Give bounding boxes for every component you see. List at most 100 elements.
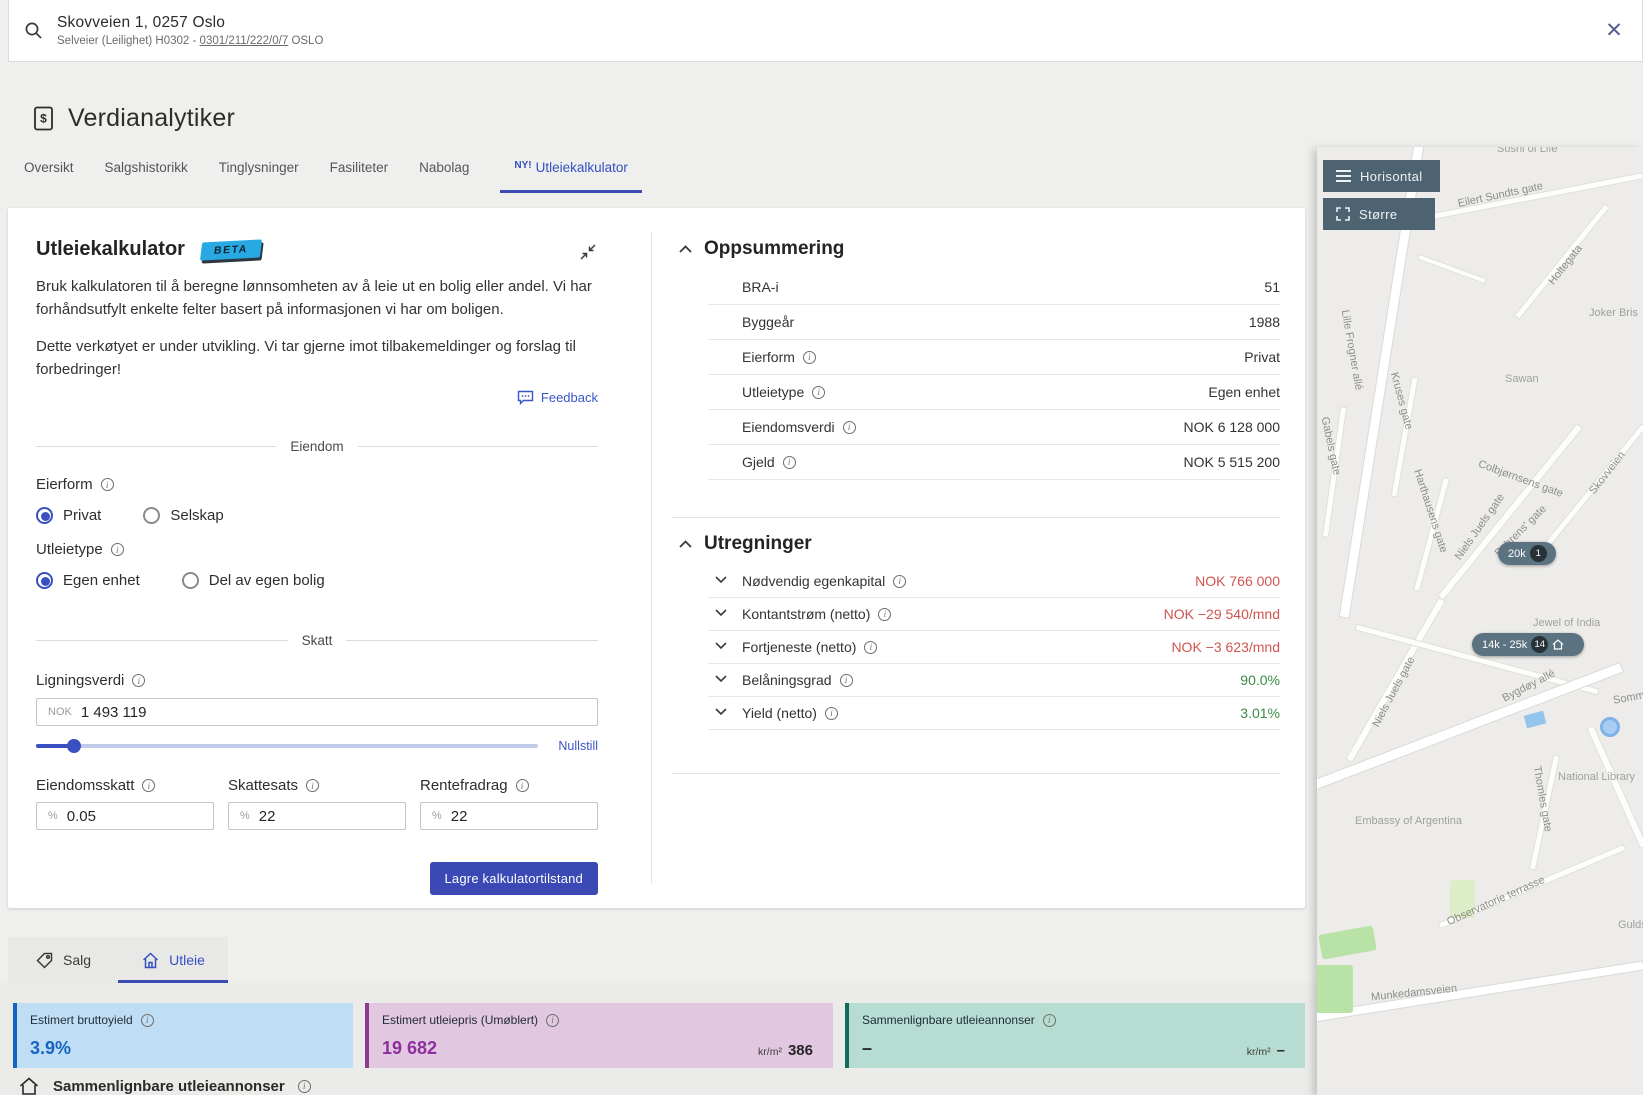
- road: [1578, 725, 1643, 849]
- metric-card-utleiepris: Estimert utleiepris (Umøblert) 19 682 kr…: [365, 1003, 833, 1068]
- feedback-link[interactable]: Feedback: [517, 390, 598, 405]
- save-calculator-state-button[interactable]: Lagre kalkulatortilstand: [429, 862, 598, 895]
- calc-row-kontantstrom[interactable]: Kontantstrøm (netto) NOK −29 540/mnd: [708, 598, 1280, 631]
- radio-unselected-icon: [143, 507, 161, 524]
- info-icon[interactable]: [802, 350, 816, 364]
- info-icon[interactable]: [110, 543, 124, 556]
- calc-row-fortjeneste[interactable]: Fortjeneste (netto) NOK −3 623/mnd: [708, 631, 1280, 664]
- ligningsverdi-slider[interactable]: [36, 739, 539, 753]
- map-marker-14k-25k[interactable]: 14k - 25k 14: [1472, 633, 1584, 656]
- info-icon[interactable]: [140, 1013, 154, 1027]
- sammenlignbare-value: –: [862, 1038, 873, 1058]
- map-marker-20k[interactable]: 20k 1: [1498, 542, 1556, 565]
- radio-selected-icon: [36, 572, 53, 589]
- tab-salg[interactable]: Salg: [8, 937, 118, 983]
- percent-prefix: %: [48, 810, 58, 822]
- tab-oversikt[interactable]: Oversikt: [24, 160, 74, 175]
- info-icon[interactable]: [142, 779, 156, 792]
- info-icon[interactable]: [1042, 1013, 1056, 1027]
- info-icon[interactable]: [824, 706, 838, 720]
- rentefradrag-field-group: Rentefradrag %: [420, 777, 598, 830]
- tab-utleie[interactable]: Utleie: [118, 937, 228, 983]
- chevron-down-icon[interactable]: [714, 641, 728, 650]
- utleietype-radio-group: Egen enhet Del av egen bolig: [36, 572, 598, 589]
- currency-prefix: NOK: [48, 706, 72, 718]
- comparables-title: Sammenlignbare utleieannonser: [53, 1077, 285, 1095]
- slider-thumb[interactable]: [67, 739, 81, 753]
- chevron-down-icon[interactable]: [714, 674, 728, 683]
- info-icon[interactable]: [812, 385, 826, 399]
- tab-tinglysninger[interactable]: Tinglysninger: [218, 160, 299, 175]
- radio-privat[interactable]: Privat: [36, 507, 101, 524]
- calculations-rows: Nødvendig egenkapital NOK 766 000 Kontan…: [708, 565, 1280, 730]
- map-street-label: Somm: [1612, 689, 1643, 707]
- eiendomsskatt-label: Eiendomsskatt: [36, 777, 135, 794]
- calc-row-yield[interactable]: Yield (netto) 3.01%: [708, 697, 1280, 730]
- chevron-down-icon[interactable]: [714, 608, 728, 617]
- summary-row-byggeaar: Byggeår 1988: [708, 305, 1280, 340]
- eierform-radio-group: Privat Selskap: [36, 507, 598, 524]
- property-address: Skovveien 1, 0257 Oslo: [57, 14, 226, 31]
- cadastre-link[interactable]: 0301/211/222/0/7: [199, 35, 289, 47]
- chevron-down-icon[interactable]: [714, 575, 728, 584]
- chevron-down-icon[interactable]: [714, 707, 728, 716]
- info-icon[interactable]: [878, 607, 892, 621]
- map-poi-label: Sawan: [1505, 373, 1539, 385]
- reset-link[interactable]: Nullstill: [558, 739, 598, 753]
- calculations-section-header[interactable]: Utregninger: [678, 533, 1280, 555]
- search-icon[interactable]: [24, 21, 43, 40]
- eiendomsskatt-input[interactable]: [66, 807, 213, 825]
- summary-section-bottom-border: [672, 480, 1280, 518]
- property-details: Selveier (Leilighet) H0302 - 0301/211/22…: [57, 35, 323, 47]
- page-header: $ Verdianalytiker: [33, 104, 235, 133]
- calc-row-belaningsgrad[interactable]: Belåningsgrad 90.0%: [708, 664, 1280, 697]
- map-horizontal-button[interactable]: Horisontal: [1323, 160, 1440, 192]
- tax-fields-row: Eiendomsskatt % Skattesats % Rentefradra…: [36, 777, 598, 830]
- info-icon[interactable]: [515, 779, 529, 792]
- skattesats-field-group: Skattesats %: [228, 777, 406, 830]
- info-icon[interactable]: [864, 640, 878, 654]
- map-poi-label: Sushi of Life: [1497, 147, 1558, 155]
- info-icon[interactable]: [297, 1079, 311, 1093]
- utleiepris-value: 19 682: [382, 1038, 438, 1058]
- map-poi-label: Jewel of India: [1533, 617, 1601, 629]
- property-header-bar: Skovveien 1, 0257 Oslo Selveier (Leiligh…: [8, 0, 1643, 62]
- info-icon[interactable]: [893, 574, 907, 588]
- info-icon[interactable]: [839, 673, 853, 687]
- info-icon[interactable]: [132, 674, 146, 687]
- summary-value: NOK 6 128 000: [1183, 419, 1280, 435]
- map-panel[interactable]: Sushi of Life Eilert Sundts gate Holtega…: [1317, 147, 1643, 1095]
- tab-fasiliteter[interactable]: Fasiliteter: [329, 160, 389, 175]
- map-enlarge-button[interactable]: Større: [1323, 198, 1435, 230]
- rentefradrag-input[interactable]: [450, 807, 597, 825]
- skattesats-input[interactable]: [258, 807, 405, 825]
- radio-del-av-egen-bolig[interactable]: Del av egen bolig: [181, 572, 325, 589]
- tab-salgshistorikk[interactable]: Salgshistorikk: [104, 160, 188, 175]
- park-area: [1318, 925, 1377, 960]
- calc-row-egenkapital[interactable]: Nødvendig egenkapital NOK 766 000: [708, 565, 1280, 598]
- feedback-row: Feedback: [36, 390, 598, 410]
- metric-card-sammenlignbare: Sammenlignbare utleieannonser – kr/m²–: [845, 1003, 1305, 1068]
- info-icon[interactable]: [100, 478, 114, 491]
- calculator-header: Utleiekalkulator BETA: [36, 238, 598, 261]
- tab-nabolag[interactable]: Nabolag: [419, 160, 470, 175]
- info-icon[interactable]: [842, 420, 856, 434]
- info-icon[interactable]: [306, 779, 320, 792]
- tab-utleiekalkulator[interactable]: NY! Utleiekalkulator: [500, 152, 642, 193]
- close-icon[interactable]: [1600, 17, 1628, 45]
- expand-icon: [1336, 207, 1350, 221]
- radio-unselected-icon: [181, 572, 199, 589]
- radio-selskap[interactable]: Selskap: [143, 507, 224, 524]
- collapse-icon[interactable]: [578, 242, 598, 262]
- summary-row-eierform: Eierform Privat: [708, 340, 1280, 375]
- summary-section-header[interactable]: Oppsummering: [678, 238, 1280, 260]
- info-icon[interactable]: [782, 455, 796, 469]
- section-divider-eiendom: Eiendom: [36, 439, 599, 454]
- chevron-up-icon: [679, 540, 692, 548]
- ligningsverdi-input[interactable]: [80, 703, 597, 721]
- eierform-label-row: Eierform: [36, 476, 598, 493]
- calc-value: NOK −3 623/mnd: [1171, 639, 1280, 655]
- info-icon[interactable]: [546, 1013, 560, 1027]
- metric-card-bruttoyield: Estimert bruttoyield 3.9%: [13, 1003, 353, 1068]
- radio-egen-enhet[interactable]: Egen enhet: [36, 572, 140, 589]
